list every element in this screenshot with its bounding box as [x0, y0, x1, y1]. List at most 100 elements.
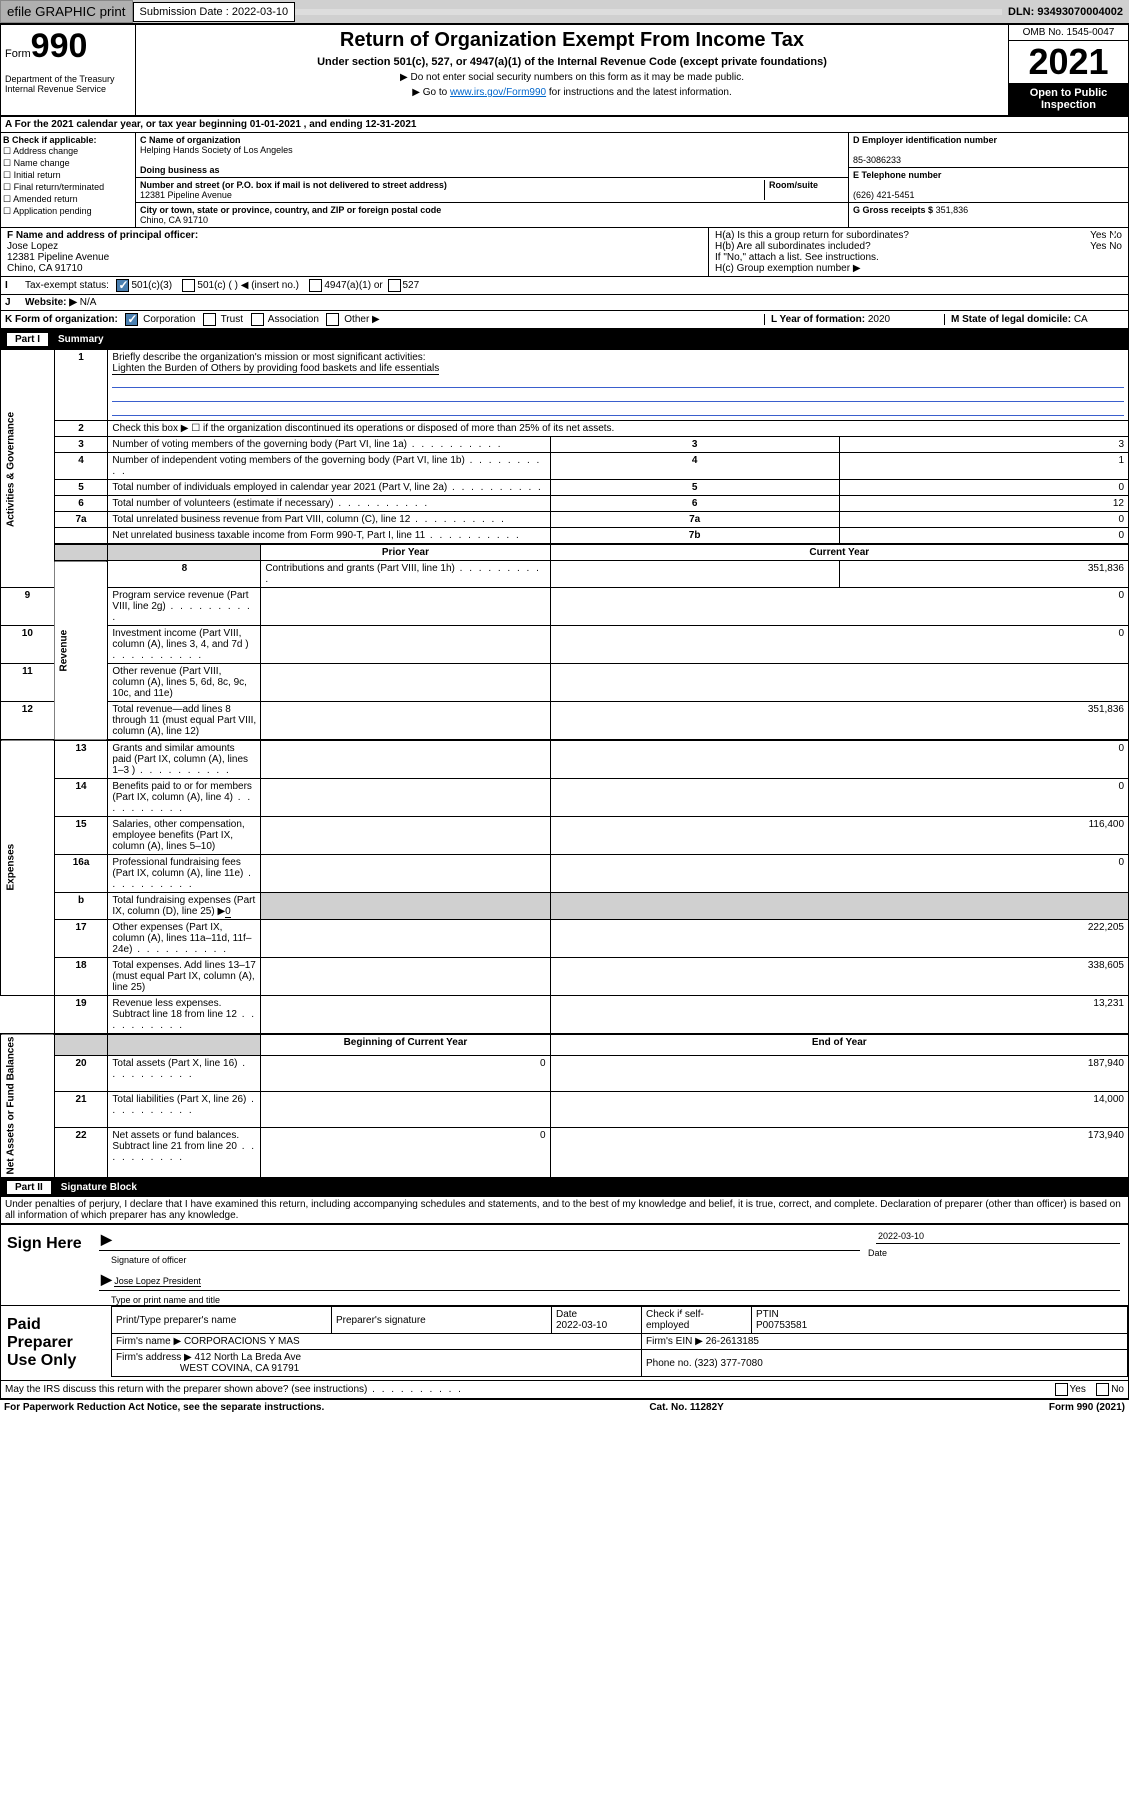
line-ha: H(a) Is this a group return for subordin… — [715, 230, 1122, 241]
officer-group-grid: F Name and address of principal officer:… — [0, 228, 1129, 277]
line-13: Grants and similar amounts paid (Part IX… — [108, 740, 261, 779]
line-2: Check this box ▶ ☐ if the organization d… — [108, 421, 1129, 437]
line-16a-value: 0 — [550, 855, 1128, 893]
line-hb-note: If "No," attach a list. See instructions… — [715, 252, 1122, 263]
line-18-value: 338,605 — [550, 958, 1128, 996]
efile-print-button[interactable]: efile GRAPHIC print — [0, 0, 133, 23]
line-5-value: 0 — [839, 480, 1128, 496]
line-20-prior: 0 — [261, 1056, 550, 1092]
prep-date: 2022-03-10 — [556, 1320, 607, 1331]
line-hc: H(c) Group exemption number ▶ — [715, 263, 1122, 274]
line-klm: K Form of organization: Corporation Trus… — [0, 311, 1129, 330]
line-i-tax-status: I Tax-exempt status: 501(c)(3) 501(c) ( … — [0, 277, 1129, 295]
chk-address-change[interactable]: ☐ Address change — [3, 146, 133, 157]
end-year-header: End of Year — [550, 1034, 1128, 1056]
chk-501c3[interactable] — [116, 279, 129, 292]
line-12: Total revenue—add lines 8 through 11 (mu… — [108, 702, 261, 741]
vert-label-netassets: Net Assets or Fund Balances — [1, 1034, 55, 1178]
ein-value: 85-3086233 — [853, 155, 901, 165]
line-15-value: 116,400 — [550, 817, 1128, 855]
gross-receipts-value: 351,836 — [936, 205, 969, 215]
line-6-value: 12 — [839, 496, 1128, 512]
chk-app-pending[interactable]: ☐ Application pending — [3, 206, 133, 217]
line-18: Total expenses. Add lines 13–17 (must eq… — [108, 958, 261, 996]
line-j-website: J Website: ▶ N/A — [0, 295, 1129, 311]
instructions-link-row: ▶ Go to www.irs.gov/Form990 for instruct… — [140, 87, 1004, 98]
line-21: Total liabilities (Part X, line 26) — [108, 1092, 261, 1128]
line-10: Investment income (Part VIII, column (A)… — [108, 626, 261, 664]
line-13-value: 0 — [550, 740, 1128, 779]
line-12-value: 351,836 — [550, 702, 1128, 741]
line-3-value: 3 — [839, 437, 1128, 453]
chk-corp[interactable] — [125, 313, 138, 326]
year-formation: 2020 — [868, 314, 890, 325]
irs-link[interactable]: www.irs.gov/Form990 — [450, 87, 546, 98]
chk-other[interactable] — [326, 313, 339, 326]
line-6: Total number of volunteers (estimate if … — [108, 496, 550, 512]
chk-name-change[interactable]: ☐ Name change — [3, 158, 133, 169]
chk-527[interactable] — [388, 279, 401, 292]
top-bar: efile GRAPHIC print Submission Date : 20… — [0, 0, 1129, 23]
form-ref: Form 990 (2021) — [1049, 1402, 1125, 1413]
line-16a: Professional fundraising fees (Part IX, … — [108, 855, 261, 893]
line-7a: Total unrelated business revenue from Pa… — [108, 512, 550, 528]
vert-label-revenue: Revenue — [54, 561, 108, 741]
sign-here-label: Sign Here — [1, 1225, 91, 1305]
line-22-prior: 0 — [261, 1127, 550, 1177]
line-22-value: 173,940 — [550, 1127, 1128, 1177]
sig-date-value: 2022-03-10 — [876, 1229, 1120, 1244]
line-22: Net assets or fund balances. Subtract li… — [108, 1127, 261, 1177]
box-b-checkboxes: B Check if applicable: ☐ Address change … — [1, 133, 136, 227]
line-7b-value: 0 — [839, 528, 1128, 545]
firm-name: CORPORACIONS Y MAS — [184, 1336, 300, 1347]
line-3: Number of voting members of the governin… — [108, 437, 550, 453]
chk-final-return[interactable]: ☐ Final return/terminated — [3, 182, 133, 193]
ssn-note: ▶ Do not enter social security numbers o… — [140, 72, 1004, 83]
street-cell: Number and street (or P.O. box if mail i… — [136, 178, 848, 203]
vert-label-expenses: Expenses — [1, 740, 55, 996]
sig-date-label: Date — [868, 1248, 1128, 1258]
irs-discuss-row: May the IRS discuss this return with the… — [0, 1381, 1129, 1399]
firm-addr1: 412 North La Breda Ave — [195, 1352, 302, 1363]
form-title: Return of Organization Exempt From Incom… — [140, 29, 1004, 52]
line-19: Revenue less expenses. Subtract line 18 … — [108, 996, 261, 1035]
line-20: Total assets (Part X, line 16) — [108, 1056, 261, 1092]
chk-trust[interactable] — [203, 313, 216, 326]
current-year-header: Current Year — [550, 544, 1128, 561]
line-16b: Total fundraising expenses (Part IX, col… — [108, 893, 261, 920]
line-9-value: 0 — [550, 588, 1128, 626]
firm-addr2: WEST COVINA, CA 91791 — [180, 1363, 299, 1374]
prior-year-header: Prior Year — [261, 544, 550, 561]
summary-table: Activities & Governance 1 Briefly descri… — [0, 349, 1129, 1178]
line-15: Salaries, other compensation, employee b… — [108, 817, 261, 855]
omb-number: OMB No. 1545-0047 — [1009, 25, 1128, 41]
phone-value: (626) 421-5451 — [853, 190, 915, 200]
firm-phone: (323) 377-7080 — [694, 1358, 762, 1369]
discuss-no-checkbox[interactable] — [1096, 1383, 1109, 1396]
discuss-yes-checkbox[interactable] — [1055, 1383, 1068, 1396]
chk-initial-return[interactable]: ☐ Initial return — [3, 170, 133, 181]
chk-amended[interactable]: ☐ Amended return — [3, 194, 133, 205]
cat-no: Cat. No. 11282Y — [649, 1402, 723, 1413]
chk-assoc[interactable] — [251, 313, 264, 326]
officer-street: 12381 Pipeline Avenue — [7, 252, 109, 263]
ein-cell: D Employer identification number 85-3086… — [849, 133, 1128, 168]
paperwork-notice: For Paperwork Reduction Act Notice, see … — [4, 1402, 324, 1413]
officer-name: Jose Lopez — [7, 241, 58, 252]
chk-501c[interactable] — [182, 279, 195, 292]
org-name-cell: C Name of organization Helping Hands Soc… — [136, 133, 848, 178]
line-17-value: 222,205 — [550, 920, 1128, 958]
part-i-header: Part I Summary — [0, 330, 1129, 349]
line-a-tax-year: A For the 2021 calendar year, or tax yea… — [0, 117, 1129, 133]
line-20-value: 187,940 — [550, 1056, 1128, 1092]
line-hb: H(b) Are all subordinates included? Yes … — [715, 241, 1122, 252]
prep-sig-label: Preparer's signature — [332, 1307, 552, 1334]
city-value: Chino, CA 91710 — [140, 215, 208, 225]
ptin-value: P00753581 — [756, 1320, 807, 1331]
line-8-value: 351,836 — [839, 561, 1128, 588]
beg-year-header: Beginning of Current Year — [261, 1034, 550, 1056]
sign-here-section: Sign Here ▶ Signature of officer 2022-03… — [0, 1223, 1129, 1306]
chk-4947[interactable] — [309, 279, 322, 292]
officer-name-title: Jose Lopez President — [114, 1276, 201, 1287]
city-cell: City or town, state or province, country… — [136, 203, 848, 227]
